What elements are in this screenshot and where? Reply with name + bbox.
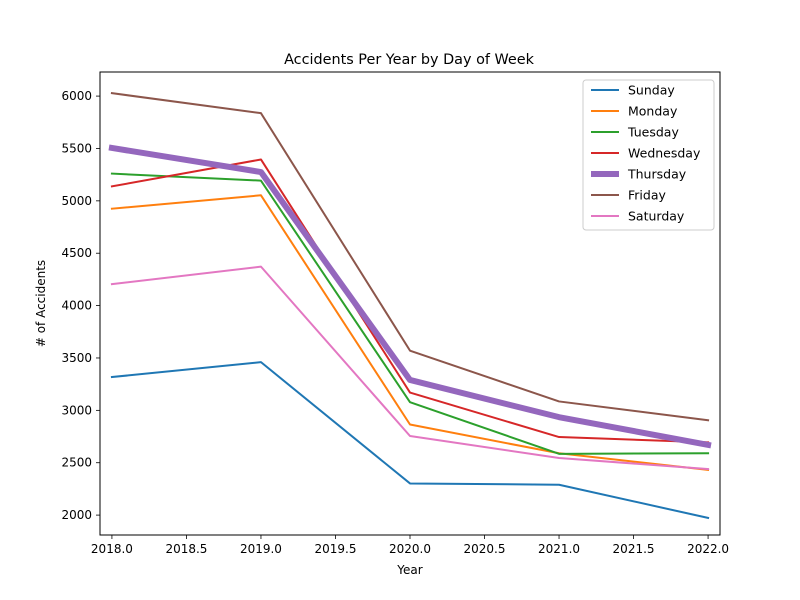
y-tick-label: 4000 — [61, 299, 92, 313]
legend-label: Sunday — [628, 83, 675, 98]
y-tick-label: 4500 — [61, 246, 92, 260]
x-tick-label: 2019.0 — [240, 542, 282, 556]
y-tick-label: 3500 — [61, 351, 92, 365]
y-tick-label: 3000 — [61, 403, 92, 417]
legend-label: Friday — [628, 188, 666, 203]
x-tick-label: 2018.5 — [165, 542, 207, 556]
legend-label: Wednesday — [628, 146, 701, 161]
x-tick-label: 2019.5 — [314, 542, 356, 556]
x-tick-label: 2020.0 — [389, 542, 431, 556]
x-tick-label: 2022.0 — [687, 542, 729, 556]
y-tick-label: 6000 — [61, 89, 92, 103]
legend-label: Tuesday — [627, 125, 679, 140]
x-tick-label: 2018.0 — [91, 542, 133, 556]
x-axis-label: Year — [396, 563, 422, 577]
x-axis: 2018.0 2018.5 2019.0 2019.5 2020.0 2020.5 2021… — [91, 535, 729, 556]
legend: Sunday Monday Tuesday Wednesday Thursday Frid… — [582, 79, 715, 231]
legend-box — [582, 79, 715, 231]
x-tick-label: 2021.5 — [613, 542, 655, 556]
x-tick-label: 2021.0 — [538, 542, 580, 556]
y-axis: 2000 2500 3000 3500 4000 4500 5000 5500 6000 — [61, 89, 100, 522]
legend-label: Monday — [628, 104, 678, 119]
y-axis-label: # of Accidents — [34, 260, 48, 347]
x-tick-label: 2020.5 — [464, 542, 506, 556]
y-tick-label: 5000 — [61, 194, 92, 208]
legend-label: Saturday — [628, 209, 685, 224]
series-lines — [108, 92, 712, 520]
y-tick-label: 2500 — [61, 456, 92, 470]
y-tick-label: 5500 — [61, 141, 92, 155]
y-tick-label: 2000 — [61, 508, 92, 522]
chart-title: Accidents Per Year by Day of Week — [284, 52, 535, 68]
legend-label: Thursday — [627, 167, 687, 182]
